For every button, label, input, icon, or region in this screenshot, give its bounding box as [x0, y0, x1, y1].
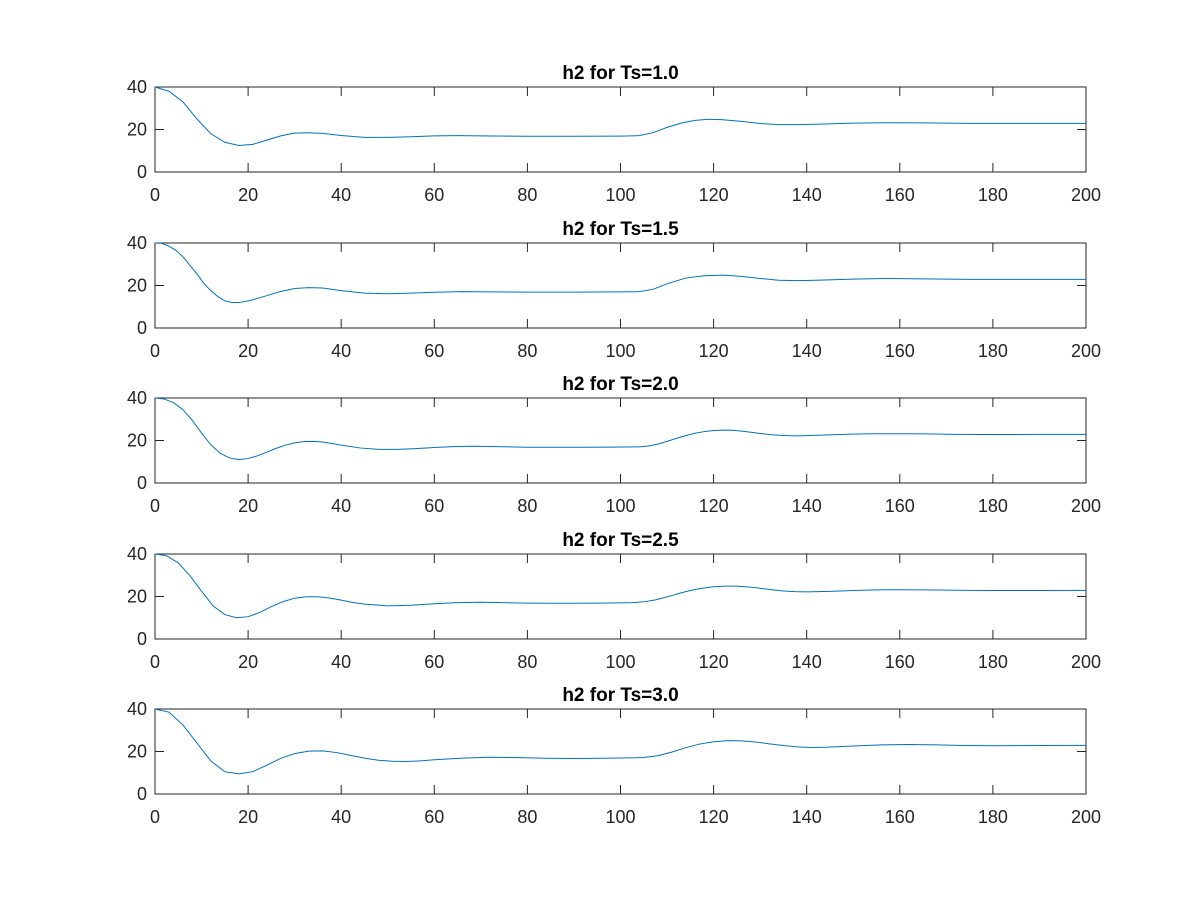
x-tick-label: 180: [978, 807, 1008, 827]
x-tick-label: 200: [1071, 496, 1101, 516]
x-tick-label: 0: [150, 341, 160, 361]
x-tick-label: 100: [605, 185, 635, 205]
x-tick-label: 20: [238, 341, 258, 361]
x-tick-label: 140: [792, 652, 822, 672]
subplot-2: h2 for Ts=1.50 20 40 60 80 100 120 140 160 180 200…: [127, 219, 1101, 361]
x-tick-label: 0: [150, 807, 160, 827]
x-tick-label: 100: [605, 496, 635, 516]
y-tick-label: 20: [127, 120, 147, 140]
x-tick-label: 60: [424, 185, 444, 205]
subplot-title: h2 for Ts=1.0: [562, 63, 678, 84]
x-tick-label: 60: [424, 496, 444, 516]
x-tick-label: 20: [238, 652, 258, 672]
subplot-title: h2 for Ts=2.5: [562, 530, 679, 551]
series-line: [154, 553, 1087, 619]
x-tick-label: 20: [238, 185, 258, 205]
x-tick-label: 200: [1071, 652, 1101, 672]
series-line: [154, 242, 1086, 303]
x-tick-label: 160: [885, 652, 915, 672]
series-line: [154, 86, 1086, 146]
x-tick-label: 60: [424, 807, 444, 827]
y-tick-label: 0: [137, 784, 147, 804]
x-tick-label: 80: [517, 652, 537, 672]
y-tick-label: 40: [127, 77, 147, 97]
x-tick-label: 180: [978, 652, 1008, 672]
subplot-title: h2 for Ts=3.0: [562, 685, 678, 706]
x-tick-label: 100: [605, 341, 635, 361]
x-tick-label: 80: [517, 341, 537, 361]
x-tick-label: 140: [792, 807, 822, 827]
x-tick-label: 80: [517, 807, 537, 827]
x-tick-label: 20: [238, 807, 258, 827]
x-tick-label: 200: [1071, 185, 1101, 205]
subplot-title: h2 for Ts=1.5: [562, 219, 679, 240]
x-tick-label: 60: [424, 341, 444, 361]
y-tick-label: 40: [127, 388, 147, 408]
x-tick-label: 40: [331, 341, 351, 361]
y-tick-label: 20: [127, 431, 147, 451]
y-tick-label: 40: [127, 544, 147, 564]
x-tick-label: 60: [424, 652, 444, 672]
y-tick-label: 0: [137, 473, 147, 493]
series-line: [154, 708, 1087, 775]
x-tick-label: 200: [1071, 807, 1101, 827]
x-tick-label: 100: [605, 652, 635, 672]
x-tick-label: 140: [792, 185, 822, 205]
y-tick-label: 40: [127, 699, 147, 719]
y-tick-label: 20: [127, 742, 147, 762]
x-tick-label: 160: [885, 496, 915, 516]
plot-area: [154, 553, 1087, 640]
x-tick-label: 40: [331, 496, 351, 516]
x-tick-label: 140: [792, 496, 822, 516]
x-tick-label: 20: [238, 496, 258, 516]
x-tick-label: 180: [978, 341, 1008, 361]
plot-area: [154, 708, 1087, 795]
x-tick-label: 140: [792, 341, 822, 361]
subplot-5: h2 for Ts=3.00 20 40 60 80 100 120 140 160 180 200…: [127, 685, 1101, 827]
x-tick-label: 40: [331, 185, 351, 205]
subplot-title: h2 for Ts=2.0: [562, 374, 678, 395]
x-tick-label: 120: [699, 341, 729, 361]
y-tick-label: 0: [137, 162, 147, 182]
x-tick-label: 180: [978, 496, 1008, 516]
x-tick-label: 0: [150, 496, 160, 516]
plot-area: [154, 242, 1087, 329]
y-tick-label: 0: [137, 318, 147, 338]
y-tick-label: 0: [137, 629, 147, 649]
x-tick-label: 180: [978, 185, 1008, 205]
plot-area: [154, 86, 1087, 173]
plot-area: [154, 397, 1087, 484]
x-tick-label: 120: [699, 496, 729, 516]
series-line: [154, 397, 1086, 461]
x-tick-label: 120: [699, 807, 729, 827]
x-tick-label: 160: [885, 185, 915, 205]
x-tick-label: 100: [605, 807, 635, 827]
subplot-4: h2 for Ts=2.50 20 40 60 80 100 120 140 160 180 200…: [127, 530, 1101, 672]
x-tick-label: 0: [150, 185, 160, 205]
subplot-1: h2 for Ts=1.00 20 40 60 80 100 120 140 160 180 200…: [127, 63, 1101, 205]
x-tick-label: 80: [517, 185, 537, 205]
x-tick-label: 120: [699, 652, 729, 672]
x-tick-label: 80: [517, 496, 537, 516]
x-tick-label: 40: [331, 652, 351, 672]
x-tick-label: 160: [885, 807, 915, 827]
x-tick-label: 200: [1071, 341, 1101, 361]
subplot-3: h2 for Ts=2.00 20 40 60 80 100 120 140 160 180 200…: [127, 374, 1101, 516]
x-tick-label: 40: [331, 807, 351, 827]
x-tick-label: 0: [150, 652, 160, 672]
y-tick-label: 20: [127, 587, 147, 607]
x-tick-label: 120: [699, 185, 729, 205]
x-tick-label: 160: [885, 341, 915, 361]
y-tick-label: 40: [127, 233, 147, 253]
y-tick-label: 20: [127, 276, 147, 296]
